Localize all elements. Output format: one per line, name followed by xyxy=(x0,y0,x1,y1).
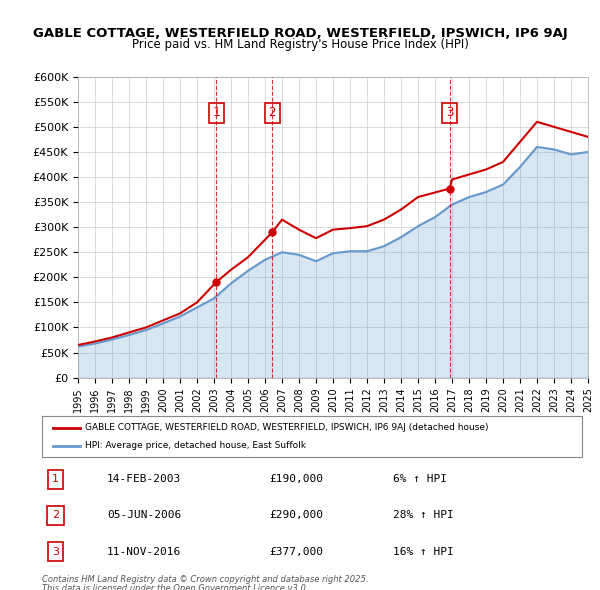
Text: 05-JUN-2006: 05-JUN-2006 xyxy=(107,510,181,520)
Text: £190,000: £190,000 xyxy=(269,474,323,484)
Text: 1: 1 xyxy=(212,106,220,119)
Text: HPI: Average price, detached house, East Suffolk: HPI: Average price, detached house, East… xyxy=(85,441,306,450)
Text: 14-FEB-2003: 14-FEB-2003 xyxy=(107,474,181,484)
Text: GABLE COTTAGE, WESTERFIELD ROAD, WESTERFIELD, IPSWICH, IP6 9AJ: GABLE COTTAGE, WESTERFIELD ROAD, WESTERF… xyxy=(32,27,568,40)
Text: 3: 3 xyxy=(446,106,454,119)
Text: 6% ↑ HPI: 6% ↑ HPI xyxy=(393,474,447,484)
Text: 2: 2 xyxy=(52,510,59,520)
Text: 2: 2 xyxy=(269,106,276,119)
Text: 11-NOV-2016: 11-NOV-2016 xyxy=(107,546,181,556)
Text: 28% ↑ HPI: 28% ↑ HPI xyxy=(393,510,454,520)
Text: This data is licensed under the Open Government Licence v3.0.: This data is licensed under the Open Gov… xyxy=(42,584,308,590)
Text: GABLE COTTAGE, WESTERFIELD ROAD, WESTERFIELD, IPSWICH, IP6 9AJ (detached house): GABLE COTTAGE, WESTERFIELD ROAD, WESTERF… xyxy=(85,423,489,432)
Text: £377,000: £377,000 xyxy=(269,546,323,556)
Text: Price paid vs. HM Land Registry's House Price Index (HPI): Price paid vs. HM Land Registry's House … xyxy=(131,38,469,51)
Text: £290,000: £290,000 xyxy=(269,510,323,520)
Text: 3: 3 xyxy=(52,546,59,556)
Text: Contains HM Land Registry data © Crown copyright and database right 2025.: Contains HM Land Registry data © Crown c… xyxy=(42,575,368,584)
Text: 16% ↑ HPI: 16% ↑ HPI xyxy=(393,546,454,556)
Text: 1: 1 xyxy=(52,474,59,484)
